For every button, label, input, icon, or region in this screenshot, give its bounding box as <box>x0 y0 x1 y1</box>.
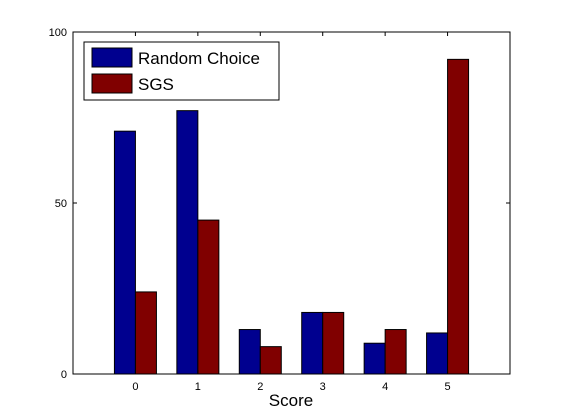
bar-random-choice-0 <box>113 130 136 375</box>
legend: Random Choice SGS <box>83 41 280 101</box>
bar-sgs-1 <box>197 219 220 375</box>
x-tick-label: 3 <box>320 381 326 393</box>
y-tick-label: 50 <box>55 198 67 210</box>
bars-group <box>113 58 470 375</box>
x-tick-label: 4 <box>382 381 388 393</box>
x-tick-label: 5 <box>445 381 451 393</box>
x-axis-title: Score <box>269 391 313 410</box>
bar-random-choice-4 <box>363 342 386 375</box>
bar-random-choice-1 <box>176 110 199 375</box>
legend-swatch-sgs <box>91 73 133 94</box>
x-ticks-group: 0 1 2 3 4 5 <box>132 32 451 393</box>
bar-sgs-2 <box>259 346 282 375</box>
y-tick-label: 100 <box>49 27 67 39</box>
bar-sgs-0 <box>134 291 157 375</box>
x-tick-label: 2 <box>257 381 263 393</box>
y-tick-label: 0 <box>61 369 67 381</box>
bar-random-choice-2 <box>238 329 261 375</box>
legend-swatch-random-choice <box>91 47 133 68</box>
x-tick-label: 1 <box>195 381 201 393</box>
bar-sgs-4 <box>384 329 407 375</box>
bar-random-choice-5 <box>426 332 449 375</box>
bar-sgs-5 <box>447 58 470 375</box>
y-ticks-group: 0 50 100 <box>49 27 510 381</box>
bar-random-choice-3 <box>301 311 324 375</box>
x-tick-label: 0 <box>132 381 138 393</box>
legend-label-sgs: SGS <box>138 75 174 94</box>
legend-label-random-choice: Random Choice <box>138 49 260 68</box>
bar-sgs-3 <box>322 311 345 375</box>
